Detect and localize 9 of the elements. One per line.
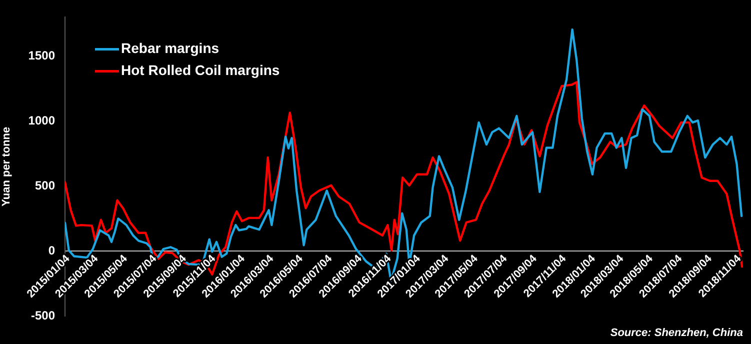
y-tick-label: 500 <box>34 178 56 192</box>
y-tick-label: 0 <box>48 243 56 258</box>
legend-label: Rebar margins <box>121 40 220 56</box>
legend-label: Hot Rolled Coil margins <box>121 62 280 78</box>
y-tick-label: 1000 <box>28 113 56 128</box>
y-tick-label: -500 <box>30 308 56 322</box>
y-axis-title: Yuan per tonne <box>0 126 13 206</box>
y-tick-label: 1500 <box>28 48 56 62</box>
source-note: Source: Shenzhen, China <box>610 327 743 339</box>
